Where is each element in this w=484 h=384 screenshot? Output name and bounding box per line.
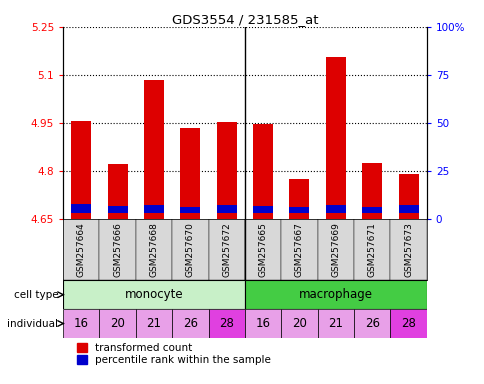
Text: GSM257664: GSM257664 bbox=[76, 222, 86, 277]
Bar bbox=[71, 205, 91, 213]
Text: 28: 28 bbox=[400, 317, 415, 330]
Text: GSM257673: GSM257673 bbox=[403, 222, 412, 277]
Bar bbox=[244, 219, 281, 280]
Bar bbox=[63, 280, 244, 309]
Bar bbox=[144, 205, 164, 213]
Bar bbox=[180, 128, 200, 219]
Bar bbox=[208, 219, 244, 280]
Bar bbox=[216, 122, 236, 219]
Bar bbox=[362, 163, 381, 219]
Bar bbox=[253, 124, 272, 219]
Text: cell type: cell type bbox=[14, 290, 58, 300]
Legend: transformed count, percentile rank within the sample: transformed count, percentile rank withi… bbox=[77, 343, 270, 365]
Bar bbox=[398, 174, 418, 219]
Bar bbox=[136, 309, 172, 338]
Text: GSM257672: GSM257672 bbox=[222, 222, 231, 277]
Text: GSM257670: GSM257670 bbox=[185, 222, 195, 277]
Text: 20: 20 bbox=[291, 317, 306, 330]
Bar bbox=[244, 280, 426, 309]
Bar bbox=[317, 309, 353, 338]
Title: GDS3554 / 231585_at: GDS3554 / 231585_at bbox=[171, 13, 318, 26]
Bar bbox=[107, 206, 127, 213]
Bar bbox=[172, 309, 208, 338]
Text: 26: 26 bbox=[364, 317, 379, 330]
Bar bbox=[99, 219, 136, 280]
Text: 20: 20 bbox=[110, 317, 125, 330]
Bar bbox=[244, 309, 281, 338]
Text: GSM257667: GSM257667 bbox=[294, 222, 303, 277]
Bar bbox=[71, 121, 91, 219]
Bar bbox=[172, 219, 208, 280]
Text: GSM257665: GSM257665 bbox=[258, 222, 267, 277]
Bar bbox=[390, 309, 426, 338]
Text: macrophage: macrophage bbox=[298, 288, 372, 301]
Text: 21: 21 bbox=[146, 317, 161, 330]
Bar bbox=[63, 309, 99, 338]
Bar bbox=[353, 219, 390, 280]
Text: 16: 16 bbox=[255, 317, 270, 330]
Bar bbox=[390, 219, 426, 280]
Text: individual: individual bbox=[7, 318, 58, 329]
Text: 16: 16 bbox=[74, 317, 89, 330]
Text: GSM257668: GSM257668 bbox=[149, 222, 158, 277]
Bar bbox=[216, 205, 236, 213]
Bar bbox=[398, 205, 418, 213]
Bar bbox=[353, 309, 390, 338]
Bar bbox=[107, 164, 127, 219]
Bar bbox=[289, 179, 309, 219]
Text: 26: 26 bbox=[182, 317, 197, 330]
Text: GSM257666: GSM257666 bbox=[113, 222, 122, 277]
Text: 28: 28 bbox=[219, 317, 234, 330]
Bar bbox=[144, 80, 164, 219]
Bar bbox=[208, 309, 244, 338]
Bar bbox=[281, 219, 317, 280]
Text: GSM257671: GSM257671 bbox=[367, 222, 376, 277]
Bar bbox=[317, 219, 353, 280]
Text: monocyte: monocyte bbox=[124, 288, 183, 301]
Text: 21: 21 bbox=[328, 317, 343, 330]
Bar bbox=[289, 207, 309, 213]
Bar bbox=[136, 219, 172, 280]
Bar bbox=[253, 206, 272, 213]
Bar bbox=[180, 207, 200, 213]
Bar bbox=[99, 309, 136, 338]
Bar bbox=[325, 57, 345, 219]
Bar bbox=[281, 309, 317, 338]
Bar bbox=[63, 219, 99, 280]
Bar bbox=[325, 205, 345, 213]
Text: GSM257669: GSM257669 bbox=[331, 222, 340, 277]
Bar bbox=[362, 207, 381, 213]
